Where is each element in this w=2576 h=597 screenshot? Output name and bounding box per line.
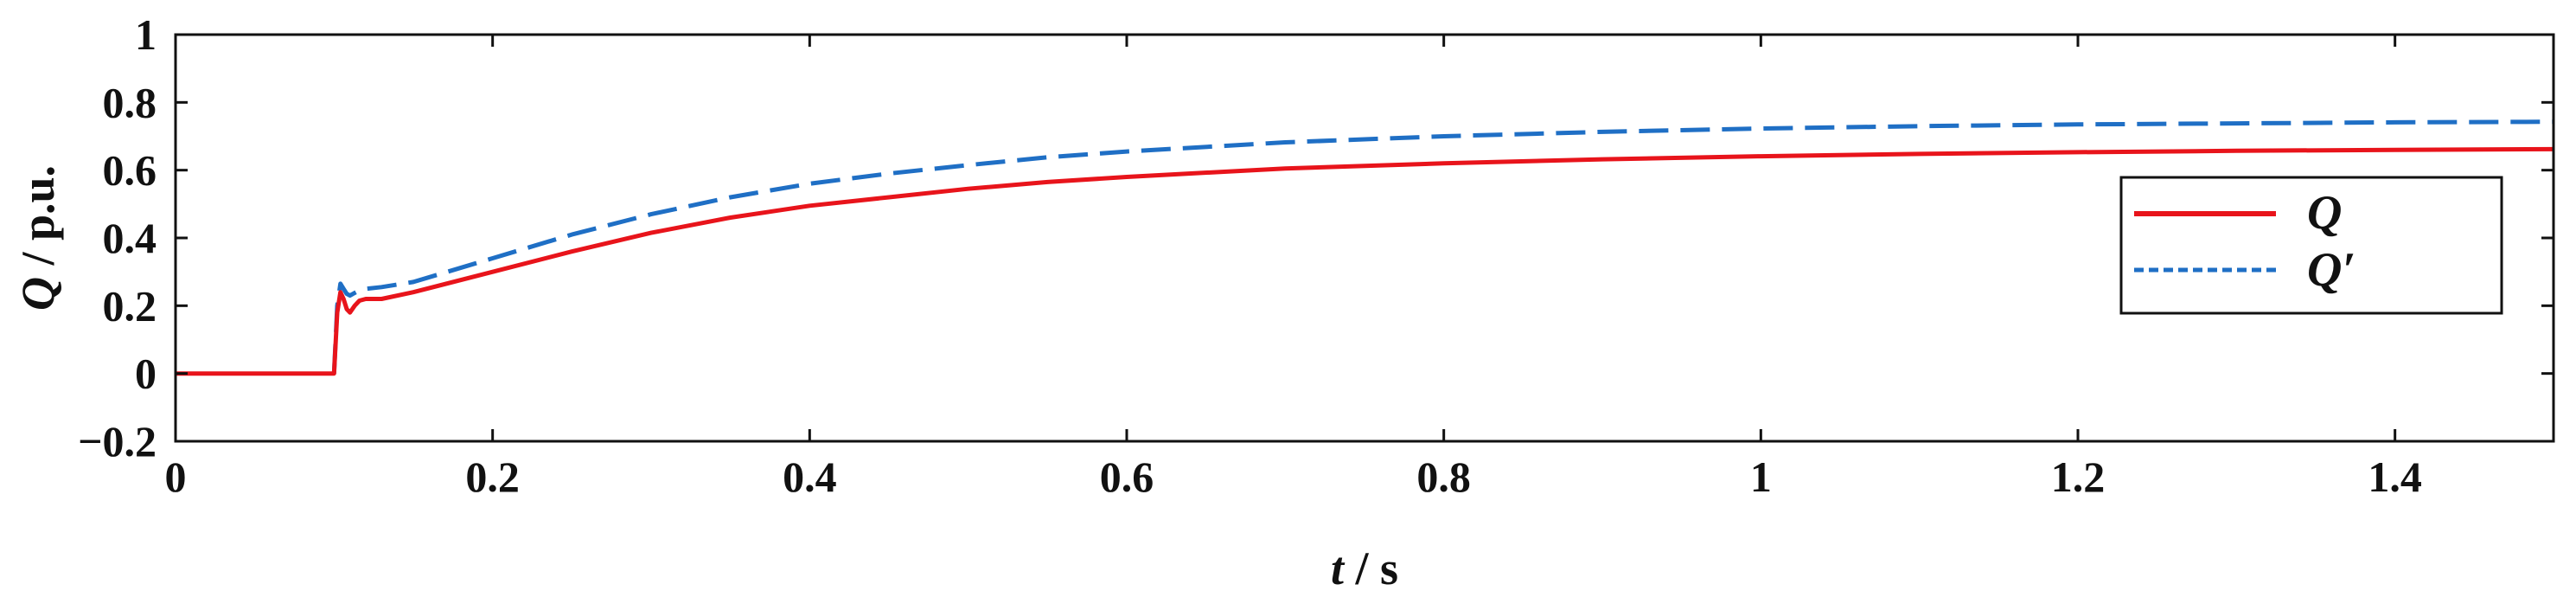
y-tick-label: 0.2 [103,281,157,330]
series-line-q-prime [331,119,2554,374]
legend: Q Q′ [2119,176,2503,315]
y-tick-label: 0.6 [103,146,157,195]
y-axis-label: Q / p.u. [12,165,64,311]
y-tick-label: 1 [135,10,157,59]
x-axis-unit: / s [1344,542,1398,594]
x-tick-label: 0.4 [783,453,837,501]
y-tick-label: 0.4 [103,214,157,262]
legend-label-q-prime: Q′ [2307,243,2355,297]
x-tick-label: 0.6 [1100,453,1154,501]
x-tick-label: 0 [165,453,187,501]
series-line-q [176,146,2554,376]
x-axis-label: t / s [1331,542,1398,594]
legend-box [2119,176,2503,315]
x-axis-var: t [1331,542,1346,594]
x-tick-label: 0.8 [1416,453,1471,501]
y-axis-var: Q [12,277,64,311]
x-tick-label: 0.2 [465,453,520,501]
y-tick-label: 0 [135,350,157,398]
ticks-layer: 0 0.2 0.4 0.6 0.8 1 1.2 1.4−0.200.20.40.60.81 [78,10,2554,501]
y-tick-label: −0.2 [78,417,157,465]
x-tick-label: 1 [1750,453,1772,501]
x-tick-label: 1.2 [2051,453,2106,501]
legend-label-q: Q [2307,186,2342,240]
y-axis-unit: / p.u. [12,165,64,277]
series-layer [176,119,2554,376]
y-tick-label: 0.8 [103,78,157,126]
x-tick-label: 1.4 [2368,453,2422,501]
